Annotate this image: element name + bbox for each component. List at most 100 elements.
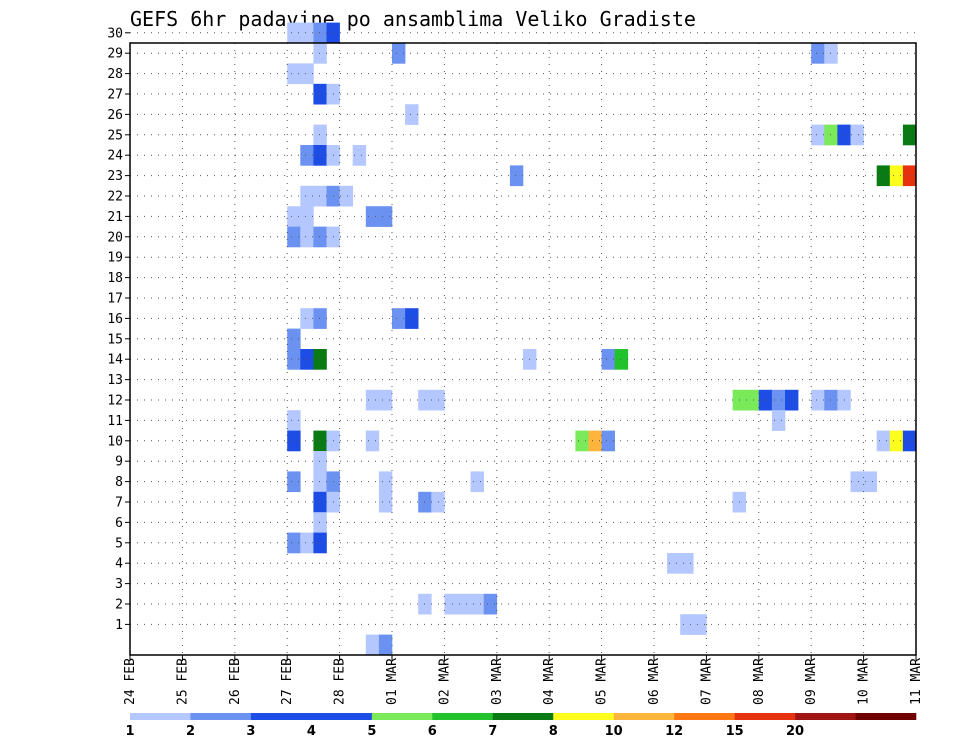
colorbar-segment (130, 713, 191, 720)
heatmap-cell (785, 389, 799, 411)
colorbar-segment (492, 713, 554, 720)
heatmap-cell (300, 185, 314, 207)
heatmap-cell (287, 349, 301, 370)
heatmap-cell (811, 389, 825, 411)
y-tick-label: 13 (107, 373, 123, 388)
heatmap-cell (876, 165, 891, 187)
y-tick-label: 15 (107, 332, 123, 347)
heatmap-cell (378, 491, 393, 513)
x-tick-label: 26 FEB (228, 658, 243, 705)
y-tick-label: 3 (115, 577, 123, 592)
heatmap-cell (667, 553, 681, 574)
heatmap-cells (287, 22, 917, 656)
x-tick-label: 07 MAR (699, 658, 714, 705)
heatmap-cell (457, 593, 471, 615)
colorbar-segment (311, 713, 373, 720)
heatmap-cell (300, 145, 314, 166)
x-tick-label: 25 FEB (175, 658, 190, 705)
x-tick-label: 28 FEB (333, 658, 348, 705)
heatmap-cell (444, 593, 458, 615)
y-tick-label: 7 (115, 496, 123, 511)
y-tick-label: 20 (107, 230, 123, 245)
colorbar-segment (432, 713, 494, 720)
y-tick-label: 16 (107, 312, 123, 327)
y-tick-label: 23 (107, 169, 123, 184)
colorbar-segment (734, 713, 796, 720)
heatmap-cell (405, 104, 419, 125)
heatmap-cell (405, 308, 419, 329)
x-tick-label: 04 MAR (542, 658, 557, 705)
heatmap-cell (313, 124, 327, 146)
y-tick-label: 26 (107, 108, 123, 123)
heatmap-cell (313, 145, 327, 166)
heatmap-cell (902, 124, 917, 146)
heatmap-cell (300, 532, 314, 554)
heatmap-cell (287, 22, 301, 44)
heatmap-cell (902, 165, 917, 187)
heatmap-cell (287, 226, 301, 248)
heatmap-cell (470, 471, 484, 493)
heatmap-cell (300, 226, 314, 248)
x-tick-label: 11 MAR (909, 658, 924, 705)
x-tick-label: 06 MAR (647, 658, 662, 705)
y-tick-label: 11 (107, 414, 123, 429)
heatmap-cell (300, 349, 314, 370)
colorbar-label: 20 (786, 724, 804, 739)
x-tick-label: 10 MAR (857, 658, 872, 705)
heatmap-cell (470, 593, 484, 615)
heatmap-cell (287, 63, 301, 85)
y-tick-label: 19 (107, 251, 123, 266)
x-tick-label: 03 MAR (490, 658, 505, 705)
y-axis-ticks: 1234567891011121314151617181920212223242… (107, 26, 130, 633)
y-tick-label: 14 (107, 353, 123, 368)
colorbar-label: 7 (488, 724, 497, 739)
heatmap-cell (758, 389, 773, 411)
colorbar-label: 12 (665, 724, 683, 739)
y-tick-label: 17 (107, 292, 123, 307)
heatmap-cell (365, 634, 380, 656)
heatmap-cell (287, 328, 301, 350)
heatmap-cell (863, 471, 877, 493)
heatmap-cell (313, 22, 327, 44)
heatmap-cell (287, 471, 301, 493)
heatmap-cell (313, 532, 327, 554)
heatmap-cell (902, 430, 917, 452)
x-tick-label: 05 MAR (595, 658, 610, 705)
heatmap-cell (287, 532, 301, 554)
colorbar-segment (250, 713, 312, 720)
heatmap-cell (339, 185, 353, 207)
heatmap-cell (313, 43, 327, 64)
grid-lines (129, 32, 917, 655)
heatmap-cell (365, 389, 380, 411)
x-tick-label: 02 MAR (437, 658, 452, 705)
heatmap-cell (313, 451, 327, 472)
y-tick-label: 21 (107, 210, 123, 225)
heatmap-cell (378, 471, 393, 493)
y-tick-label: 5 (115, 536, 123, 551)
heatmap-cell (811, 124, 825, 146)
colorbar-segment (371, 713, 433, 720)
x-axis-ticks: 24 FEB 25 FEB 26 FEB 27 FEB 28 FEB 01 MAR 02 M… (123, 655, 924, 705)
y-tick-label: 2 (115, 598, 123, 613)
plot-frame (129, 42, 917, 656)
heatmap-cell (300, 63, 314, 85)
colorbar-segment (795, 713, 856, 720)
heatmap-cell (889, 165, 904, 187)
heatmap-cell (365, 430, 380, 452)
heatmap-cell (614, 349, 629, 370)
heatmap-cell (680, 614, 694, 635)
y-tick-label: 1 (115, 618, 123, 633)
heatmap-cell (850, 471, 864, 493)
y-tick-label: 10 (107, 434, 123, 449)
heatmap-cell (313, 185, 327, 207)
heatmap-cell (352, 145, 367, 166)
colorbar-label: 10 (605, 724, 623, 739)
heatmap-cell (313, 491, 327, 513)
y-tick-label: 6 (115, 516, 123, 531)
x-tick-label: 08 MAR (752, 658, 767, 705)
colorbar-label: 8 (549, 724, 558, 739)
heatmap-cell (300, 206, 314, 227)
colorbar-label: 5 (367, 724, 376, 739)
heatmap-cell (313, 226, 327, 248)
